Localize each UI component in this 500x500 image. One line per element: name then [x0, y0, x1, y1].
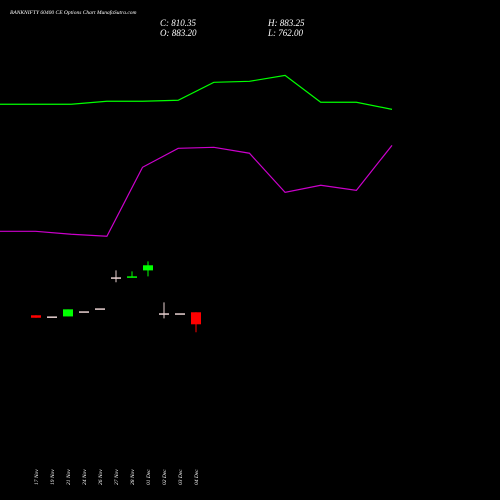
candle-body [175, 313, 185, 315]
candle-body [159, 313, 169, 315]
x-tick-label: 04 Dec [193, 469, 200, 485]
x-tick-label: 24 Nov [81, 469, 88, 485]
open-label: O: 883.20 [160, 28, 197, 38]
x-tick-label: 26 Nov [98, 469, 104, 485]
candle-body [79, 311, 89, 313]
candle-body [191, 312, 201, 325]
candle-body [111, 277, 121, 279]
x-tick-label: 01 Dec [146, 469, 152, 485]
candle-body [127, 276, 137, 278]
candle-body [63, 309, 73, 317]
x-tick-label: 28 Nov [130, 469, 136, 485]
candle-body [95, 308, 105, 310]
candle-body [31, 315, 41, 318]
x-tick-label: 21 Nov [66, 469, 72, 485]
x-tick-label: 02 Dec [162, 469, 168, 485]
low-label: L: 762.00 [267, 28, 304, 38]
x-tick-label: 17 Nov [34, 469, 40, 485]
x-tick-label: 03 Dec [178, 469, 184, 485]
indicator-line [0, 74, 393, 110]
candle-body [47, 316, 57, 318]
chart-title: BANKNIFTY 60400 CE Options Chart MunafaS… [10, 9, 137, 16]
x-tick-label: 27 Nov [114, 469, 120, 485]
x-tick-label: 19 Nov [50, 469, 56, 485]
high-label: H: 883.25 [267, 18, 305, 28]
indicator-line [0, 144, 393, 237]
candle-body [143, 265, 153, 271]
close-label: C: 810.35 [160, 18, 197, 28]
